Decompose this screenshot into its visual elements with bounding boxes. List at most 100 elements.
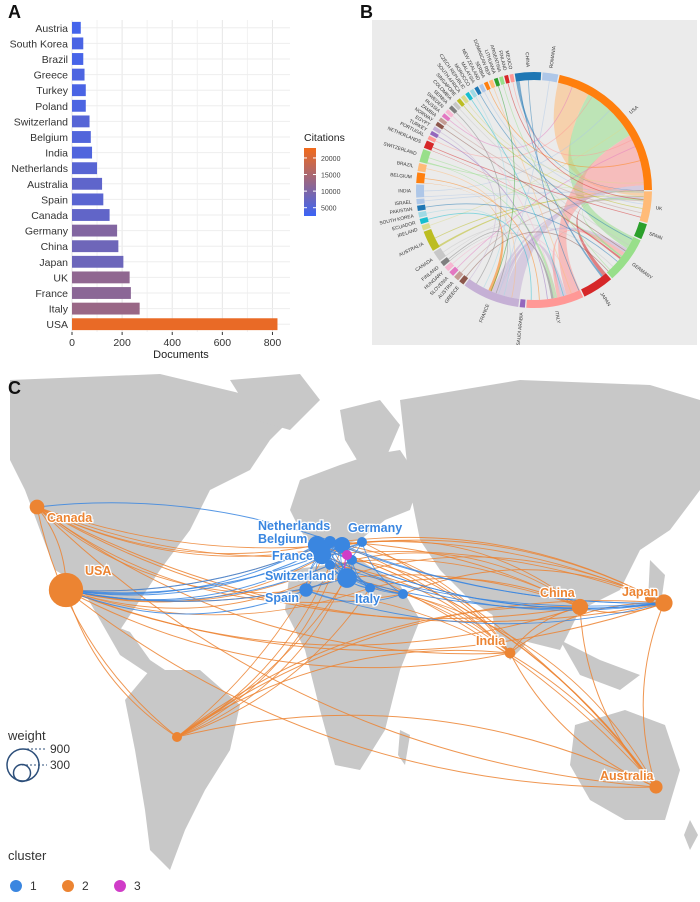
y-tick-label: Switzerland xyxy=(14,116,68,128)
landmass-india xyxy=(490,600,535,660)
chord-link xyxy=(527,80,580,291)
network-edge xyxy=(305,589,657,788)
network-edge xyxy=(65,589,665,651)
chord-arc xyxy=(479,83,487,93)
network-edge xyxy=(36,506,178,738)
chord-link xyxy=(425,203,618,262)
legend-cluster-swatch xyxy=(62,880,74,892)
network-node xyxy=(571,598,589,616)
chord-label: BELGIUM xyxy=(390,172,412,180)
network-edge xyxy=(36,506,323,557)
network-edge xyxy=(305,541,363,591)
legend-title: Citations xyxy=(304,132,345,144)
landmass-central-america xyxy=(100,620,165,675)
network-edge xyxy=(176,559,353,738)
chord-arc xyxy=(558,74,652,191)
node-label: Switzerland xyxy=(265,569,334,583)
chord-arc xyxy=(454,270,464,281)
chord-arc xyxy=(448,105,458,114)
bar xyxy=(72,37,84,50)
landmass-europe xyxy=(290,450,420,550)
legend-tick-label: 15000 xyxy=(321,173,341,180)
chord-arc xyxy=(514,72,542,82)
bar xyxy=(72,21,81,34)
network-edge xyxy=(176,587,371,738)
legend-weight-circle xyxy=(12,763,32,783)
chord-arc xyxy=(423,228,440,251)
chord-ribbon xyxy=(568,94,634,249)
chord-arc xyxy=(474,86,482,96)
chord-link xyxy=(488,89,641,168)
y-tick-label: Japan xyxy=(39,257,68,269)
network-node xyxy=(365,583,375,593)
bar xyxy=(72,177,103,190)
chord-arc xyxy=(465,91,473,101)
network-node xyxy=(645,593,655,603)
chord-label: CHINA xyxy=(524,52,531,68)
chord-arc xyxy=(639,191,652,223)
network-node xyxy=(299,583,313,597)
landmass-scandinavia xyxy=(340,400,400,465)
chord-arc xyxy=(526,289,584,308)
node-label: Canada xyxy=(47,511,93,525)
bar xyxy=(72,193,104,206)
chord-label: SAUDI ARABIA xyxy=(516,311,525,345)
landmass-south-america xyxy=(125,670,240,870)
x-tick-label: 800 xyxy=(264,337,282,349)
landmass-greenland xyxy=(230,374,320,430)
chord-arc xyxy=(449,266,459,276)
bar xyxy=(72,146,93,159)
chord-link xyxy=(512,81,633,157)
chord-link xyxy=(437,136,548,300)
chord-label: FRANCE xyxy=(478,303,491,324)
y-tick-label: Spain xyxy=(41,194,68,206)
y-tick-label: Germany xyxy=(25,226,69,238)
chord-arc xyxy=(433,247,447,261)
chord-arc xyxy=(456,98,465,107)
chord-label: AUSTRALIA xyxy=(398,241,425,258)
network-edge xyxy=(176,649,511,738)
legend-weight-label: 900 xyxy=(50,742,70,756)
landmass-asia xyxy=(400,380,700,650)
node-label: Netherlands xyxy=(258,519,330,533)
network-edge xyxy=(341,544,511,654)
chord-link xyxy=(459,108,630,246)
chord-arc xyxy=(634,221,647,240)
node-label: USA xyxy=(85,564,111,578)
network-edge xyxy=(321,554,657,788)
chord-arc xyxy=(423,140,435,151)
network-node xyxy=(172,732,182,742)
panel-letter-b: B xyxy=(360,2,373,22)
node-label: Spain xyxy=(265,591,299,605)
landmass-southeast-asia xyxy=(560,640,640,690)
network-edge xyxy=(361,541,657,788)
chord-arc xyxy=(464,278,520,307)
chord-link xyxy=(442,223,614,267)
network-node xyxy=(307,535,327,555)
bar xyxy=(72,318,278,331)
network-node xyxy=(649,780,663,794)
landmass-uk-ireland xyxy=(300,478,314,505)
network-edge xyxy=(176,600,665,738)
chord-label: BRAZIL xyxy=(396,160,414,169)
chord-link xyxy=(463,105,643,209)
node-label: Japan xyxy=(622,585,658,599)
chord-ribbon xyxy=(503,185,644,300)
panel-letter-c: C xyxy=(8,378,21,398)
node-label: Belgium xyxy=(258,532,307,546)
network-edge xyxy=(176,577,348,738)
network-node xyxy=(398,589,408,599)
y-tick-label: Belgium xyxy=(30,132,68,144)
plot-background xyxy=(72,20,290,332)
chord-arc xyxy=(416,198,425,205)
chord-link xyxy=(490,85,515,292)
network-edge xyxy=(36,506,581,620)
network-edge xyxy=(36,506,318,554)
network-edge xyxy=(305,589,404,603)
chord-link xyxy=(461,199,644,273)
bar xyxy=(72,209,110,221)
chord-ribbon xyxy=(558,135,644,296)
bar xyxy=(72,255,124,268)
chord-arc xyxy=(460,94,469,104)
network-edge xyxy=(321,551,665,604)
